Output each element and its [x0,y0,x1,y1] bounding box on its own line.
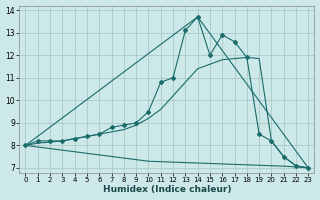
X-axis label: Humidex (Indice chaleur): Humidex (Indice chaleur) [103,185,231,194]
